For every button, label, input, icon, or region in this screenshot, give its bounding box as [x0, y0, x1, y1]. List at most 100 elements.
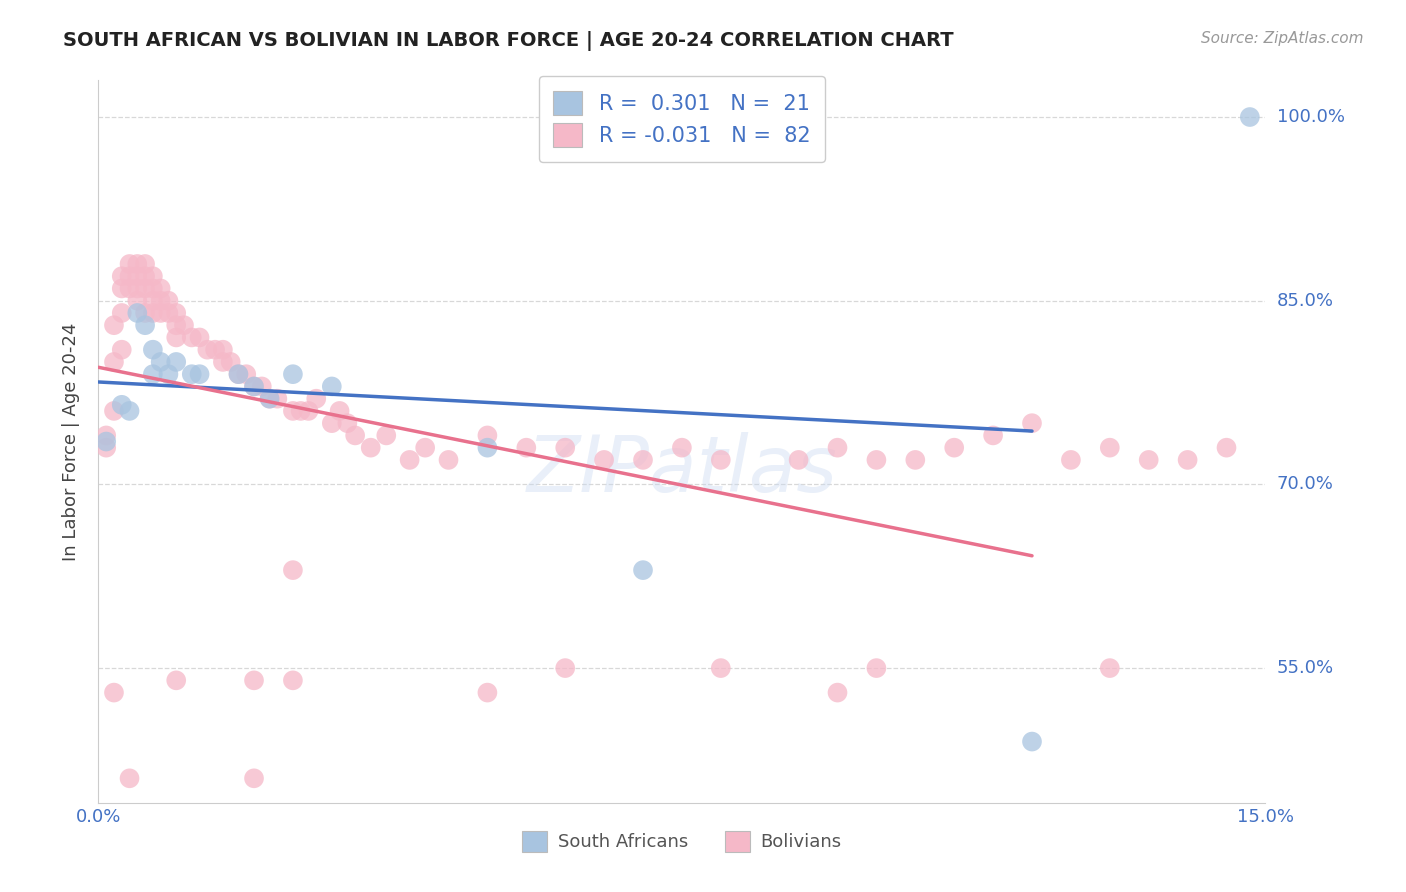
Point	[149, 281, 172, 295]
Point	[235, 367, 257, 381]
Point	[259, 392, 281, 406]
Point	[180, 367, 202, 381]
Point	[180, 330, 202, 344]
Point	[1021, 734, 1043, 748]
Point	[165, 306, 187, 320]
Point	[904, 453, 927, 467]
Point	[329, 404, 352, 418]
Point	[96, 434, 118, 449]
Point	[142, 269, 165, 284]
Point	[321, 379, 343, 393]
Point	[321, 416, 343, 430]
Point	[149, 293, 172, 308]
Point	[437, 453, 460, 467]
Point	[111, 398, 134, 412]
Text: 55.0%: 55.0%	[1277, 659, 1334, 677]
Point	[1215, 441, 1237, 455]
Point	[281, 673, 304, 688]
Point	[188, 367, 211, 381]
Point	[127, 293, 149, 308]
Point	[134, 269, 156, 284]
Point	[375, 428, 398, 442]
Point	[515, 441, 537, 455]
Point	[212, 343, 235, 357]
Point	[165, 318, 187, 333]
Point	[173, 318, 195, 333]
Point	[671, 441, 693, 455]
Point	[157, 367, 180, 381]
Point	[787, 453, 810, 467]
Point	[118, 281, 141, 295]
Point	[477, 685, 499, 699]
Point	[413, 441, 436, 455]
Point	[1177, 453, 1199, 467]
Point	[134, 306, 156, 320]
Point	[243, 673, 266, 688]
Point	[142, 367, 165, 381]
Point	[827, 441, 849, 455]
Point	[827, 685, 849, 699]
Point	[1060, 453, 1083, 467]
Point	[149, 306, 172, 320]
Point	[103, 355, 125, 369]
Point	[305, 392, 328, 406]
Point	[710, 661, 733, 675]
Point	[631, 563, 654, 577]
Point	[165, 330, 187, 344]
Point	[195, 343, 218, 357]
Legend: South Africans, Bolivians: South Africans, Bolivians	[515, 823, 849, 859]
Point	[149, 355, 172, 369]
Point	[134, 281, 156, 295]
Point	[212, 355, 235, 369]
Point	[1021, 416, 1043, 430]
Point	[157, 293, 180, 308]
Point	[593, 453, 616, 467]
Text: 70.0%: 70.0%	[1277, 475, 1333, 493]
Point	[165, 355, 187, 369]
Text: ZIPatlas: ZIPatlas	[526, 433, 838, 508]
Point	[204, 343, 226, 357]
Point	[228, 367, 250, 381]
Point	[118, 269, 141, 284]
Point	[118, 772, 141, 786]
Point	[103, 404, 125, 418]
Point	[103, 685, 125, 699]
Point	[344, 428, 367, 442]
Point	[228, 367, 250, 381]
Point	[250, 379, 273, 393]
Point	[127, 306, 149, 320]
Point	[118, 257, 141, 271]
Point	[554, 661, 576, 675]
Point	[134, 318, 156, 333]
Point	[142, 281, 165, 295]
Point	[127, 281, 149, 295]
Point	[134, 257, 156, 271]
Point	[157, 306, 180, 320]
Point	[142, 306, 165, 320]
Point	[96, 441, 118, 455]
Point	[360, 441, 382, 455]
Point	[243, 379, 266, 393]
Point	[981, 428, 1004, 442]
Point	[943, 441, 966, 455]
Point	[96, 428, 118, 442]
Point	[266, 392, 288, 406]
Point	[710, 453, 733, 467]
Point	[111, 343, 134, 357]
Point	[165, 673, 187, 688]
Text: 85.0%: 85.0%	[1277, 292, 1333, 310]
Point	[1239, 110, 1261, 124]
Point	[398, 453, 420, 467]
Point	[290, 404, 312, 418]
Point	[554, 441, 576, 455]
Point	[103, 318, 125, 333]
Point	[142, 293, 165, 308]
Point	[631, 453, 654, 467]
Point	[188, 330, 211, 344]
Point	[1098, 441, 1121, 455]
Point	[243, 379, 266, 393]
Text: Source: ZipAtlas.com: Source: ZipAtlas.com	[1201, 31, 1364, 46]
Point	[477, 428, 499, 442]
Point	[259, 392, 281, 406]
Point	[118, 404, 141, 418]
